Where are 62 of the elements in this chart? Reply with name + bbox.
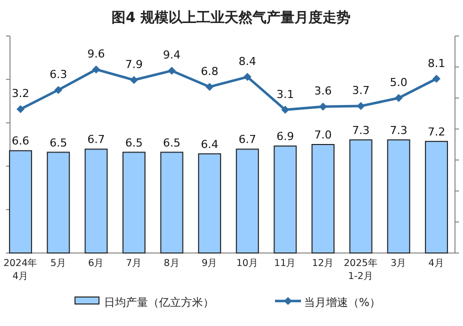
x-tick-label: 12月 bbox=[312, 258, 334, 269]
data-label: 3.1 bbox=[276, 88, 294, 101]
data-label: 6.8 bbox=[200, 64, 218, 78]
chart-title: 图4 规模以上工业天然气产量月度走势 bbox=[112, 9, 350, 26]
data-label: 6.5 bbox=[163, 136, 181, 150]
legend-label: 当月增速（%） bbox=[304, 296, 380, 309]
point bbox=[281, 106, 290, 114]
point bbox=[168, 66, 176, 75]
x-tick-label: 6月 bbox=[88, 258, 104, 269]
data-label: 8.1 bbox=[428, 56, 446, 70]
data-label: 6.6 bbox=[12, 134, 30, 148]
data-label: 7.9 bbox=[125, 58, 143, 72]
data-label: 6.3 bbox=[50, 68, 68, 81]
data-label: 6.5 bbox=[50, 136, 68, 150]
x-tick-label: 2024年 4月 bbox=[3, 257, 38, 282]
bar bbox=[46, 152, 70, 254]
bar bbox=[274, 146, 297, 254]
x-tick-label: 4月 bbox=[428, 258, 444, 269]
data-label: 3.2 bbox=[12, 87, 30, 100]
data-label: 5.0 bbox=[390, 76, 408, 89]
data-label: 6.9 bbox=[276, 130, 294, 144]
data-label: 6.7 bbox=[87, 133, 105, 146]
x-tick-label: 8月 bbox=[164, 258, 180, 269]
point bbox=[54, 86, 62, 94]
data-label: 7.3 bbox=[352, 124, 370, 137]
point bbox=[394, 94, 403, 102]
point bbox=[16, 105, 25, 114]
point bbox=[243, 72, 252, 81]
x-tick-label: 5月 bbox=[50, 258, 66, 269]
x-tick-label: 3月 bbox=[390, 258, 407, 269]
x-tick-label: 11月 bbox=[274, 258, 296, 269]
x-tick-label: 9月 bbox=[202, 258, 218, 269]
data-label: 7.2 bbox=[428, 125, 446, 138]
point bbox=[432, 74, 440, 83]
bar bbox=[312, 144, 335, 254]
data-label: 7.3 bbox=[390, 124, 408, 137]
data-label: 6.4 bbox=[200, 138, 218, 151]
legend-label: 日均产量（亿立方米） bbox=[104, 296, 214, 309]
bar bbox=[236, 148, 259, 254]
x-tick-label: 10月 bbox=[236, 258, 258, 269]
bar bbox=[424, 140, 448, 254]
bar bbox=[349, 139, 372, 254]
x-tick-label: 2025年 1-2月 bbox=[344, 257, 378, 282]
bar bbox=[387, 139, 410, 254]
data-label: 3.7 bbox=[352, 84, 370, 98]
point bbox=[92, 65, 100, 74]
data-label: 3.6 bbox=[314, 84, 332, 98]
point bbox=[130, 76, 138, 84]
point bbox=[356, 102, 365, 110]
data-label: 7.0 bbox=[314, 128, 332, 142]
data-label: 6.7 bbox=[238, 133, 256, 146]
bar bbox=[84, 148, 108, 254]
bar bbox=[160, 152, 184, 254]
point bbox=[206, 82, 214, 91]
x-tick-label: 7月 bbox=[126, 258, 142, 269]
data-label: 6.5 bbox=[125, 136, 143, 150]
data-label: 9.6 bbox=[87, 47, 105, 60]
bar bbox=[198, 153, 222, 254]
bar bbox=[9, 150, 32, 254]
bar bbox=[122, 152, 146, 254]
data-label: 9.4 bbox=[163, 48, 181, 62]
data-label: 8.4 bbox=[238, 54, 256, 68]
